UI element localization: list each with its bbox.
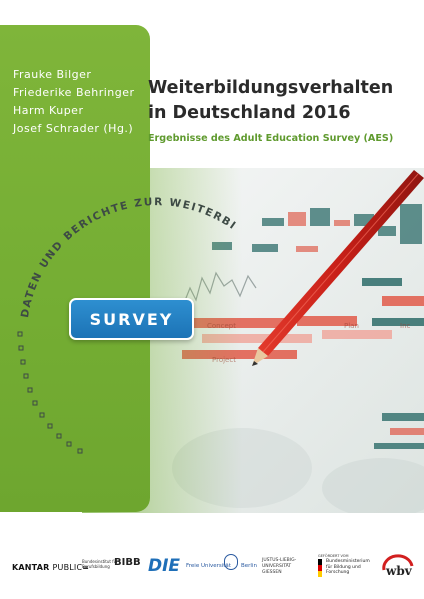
wbv-text: wbv xyxy=(386,564,412,578)
kantar-mark: = xyxy=(82,563,90,572)
book-subtitle: Ergebnisse des Adult Education Survey (A… xyxy=(148,133,394,144)
kantar-bold: KANTAR xyxy=(12,563,50,572)
survey-badge-label: SURVEY xyxy=(89,309,174,329)
author-name: Friederike Behringer xyxy=(13,86,135,99)
kantar-light: PUBLIC xyxy=(52,563,83,572)
arc-dots xyxy=(17,331,83,454)
author-name: Harm Kuper xyxy=(13,104,84,117)
bibb-caption: Bundesinstitut für Berufsbildung xyxy=(82,559,118,569)
fu-seal-icon xyxy=(224,554,238,570)
wbv-swoosh-icon xyxy=(382,554,414,571)
author-name: Frauke Bilger xyxy=(13,68,92,81)
survey-badge: SURVEY xyxy=(69,298,194,340)
die-logo: DIE xyxy=(148,556,181,576)
series-title-path: DATEN UND BERICHTE ZUR WEITERBILDUNG xyxy=(0,160,237,319)
series-title: DATEN UND BERICHTE ZUR WEITERBILDUNG xyxy=(0,160,239,319)
series-arc: DATEN UND BERICHTE ZUR WEITERBILDUNG xyxy=(0,160,239,454)
svg-text:Inc: Inc xyxy=(400,322,411,330)
bmbf-funded-label: GEFÖRDERT VOM xyxy=(318,554,349,558)
fu-berlin-text: Freie Universität xyxy=(186,563,231,569)
author-name: Josef Schrader (Hg.) xyxy=(13,122,134,135)
federal-flag-icon xyxy=(318,559,322,577)
author-list: Frauke Bilger Friederike Behringer Harm … xyxy=(13,66,135,138)
green-sidebar: Frauke Bilger Friederike Behringer Harm … xyxy=(0,25,150,512)
bmbf-logo: Bundesministerium für Bildung und Forsch… xyxy=(326,559,370,575)
wbv-logo: wbv xyxy=(380,554,416,582)
book-title: Weiterbildungsverhalten in Deutschland 2… xyxy=(148,76,418,126)
title-line-2: in Deutschland 2016 xyxy=(148,103,351,123)
bibb-logo: BIBB xyxy=(114,557,141,568)
svg-text:Plan: Plan xyxy=(344,322,359,330)
title-line-1: Weiterbildungsverhalten xyxy=(148,78,394,98)
berlin-text: Berlin xyxy=(241,563,257,569)
kantar-public-logo: KANTAR PUBLIC= xyxy=(12,563,89,572)
jlu-giessen-logo: JUSTUS-LIEBIG-UNIVERSITÄT GIESSEN xyxy=(262,558,297,575)
partner-logos: KANTAR PUBLIC= Bundesinstitut für Berufs… xyxy=(0,548,424,599)
